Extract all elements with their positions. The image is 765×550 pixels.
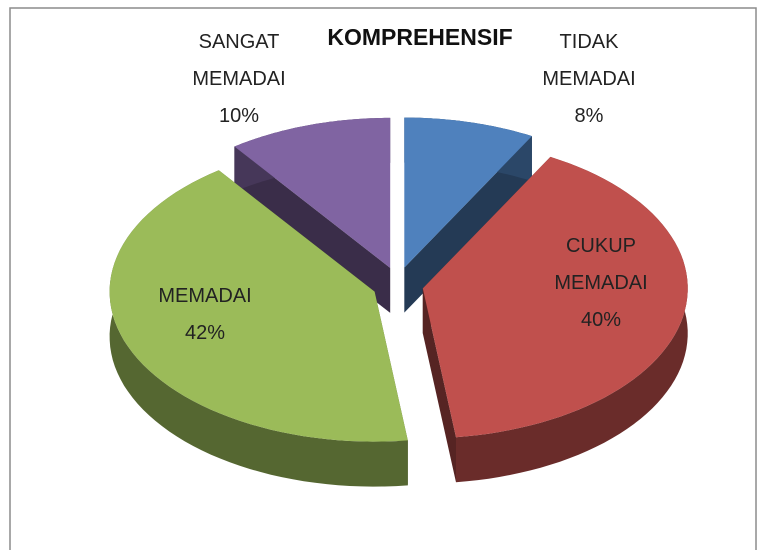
- data-label: TIDAK MEMADAI 8%: [514, 24, 664, 135]
- slice-side: [404, 136, 532, 313]
- category-label: MEMADAI: [158, 285, 252, 307]
- pie-slice: [234, 117, 391, 313]
- category-label: TIDAK MEMADAI: [542, 31, 636, 90]
- category-label: SANGAT MEMADAI: [192, 31, 286, 90]
- slice-side: [422, 288, 456, 483]
- value-label: 10%: [218, 105, 260, 127]
- pie-slice: [422, 156, 688, 483]
- value-label: 40%: [580, 309, 622, 331]
- slice-top: [109, 170, 408, 442]
- pie-slice: [109, 170, 408, 487]
- slice-top: [422, 156, 688, 438]
- pie-slice: [404, 117, 532, 313]
- category-label: CUKUP MEMADAI: [554, 235, 648, 294]
- value-label: 8%: [574, 105, 604, 127]
- slice-side: [234, 146, 391, 313]
- value-label: 42%: [184, 322, 226, 344]
- data-label: MEMADAI 42%: [130, 278, 280, 352]
- chart-title: KOMPREHENSIF: [327, 24, 513, 50]
- slice-rim: [109, 170, 408, 487]
- data-label: SANGAT MEMADAI 10%: [164, 24, 314, 135]
- chart-frame: [9, 7, 757, 550]
- slice-top: [234, 117, 391, 268]
- data-label: CUKUP MEMADAI 40%: [526, 228, 676, 339]
- slice-top: [404, 117, 532, 268]
